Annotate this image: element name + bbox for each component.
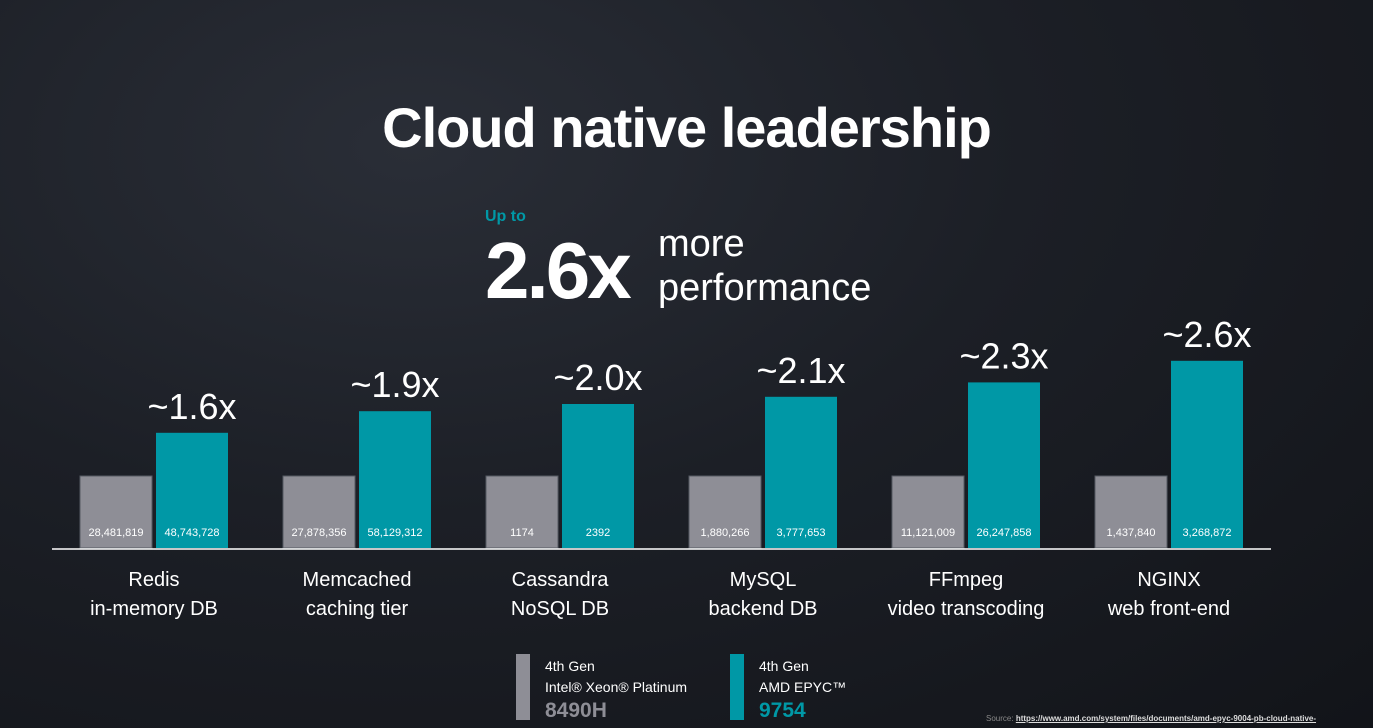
bar-value-label: 27,878,356: [291, 527, 346, 539]
bar: [359, 411, 431, 548]
ratio-label: ~2.6x: [1162, 314, 1251, 355]
bar-value-label: 48,743,728: [164, 527, 219, 539]
bar-value-label: 58,129,312: [367, 527, 422, 539]
legend-line2: AMD EPYC™: [759, 679, 847, 695]
category-label: Memcached caching tier: [247, 566, 467, 624]
bar-value-label: 26,247,858: [976, 527, 1031, 539]
up-to-label: Up to: [485, 208, 526, 225]
slide-title: Cloud native leadership: [382, 96, 992, 159]
source-label: Source:: [986, 714, 1014, 723]
ratio-label: ~1.6x: [147, 386, 236, 427]
bar-value-label: 3,268,872: [1183, 527, 1232, 539]
category-label-line: FFmpeg: [928, 569, 1004, 591]
bar: [1094, 475, 1168, 549]
headline-text: more performance: [658, 222, 871, 310]
category-label-line: Memcached: [302, 569, 412, 591]
category-label: MySQL backend DB: [653, 566, 873, 624]
category-label-line: backend DB: [708, 598, 818, 620]
bar-value-label: 3,777,653: [777, 527, 826, 539]
category-label-line: Redis: [128, 569, 180, 591]
bar: [79, 475, 153, 549]
bar: [485, 475, 559, 549]
category-label-line: web front-end: [1107, 598, 1231, 620]
category-label: NGINX web front-end: [1059, 566, 1279, 624]
legend-swatch: [730, 654, 744, 720]
category-label-line: caching tier: [305, 598, 409, 620]
bar-value-label: 1174: [510, 527, 534, 539]
ratio-label: ~1.9x: [350, 364, 439, 405]
category-label-line: Cassandra: [511, 569, 609, 591]
bar-value-label: 2392: [586, 527, 610, 539]
category-label: Redis in-memory DB: [44, 566, 264, 624]
legend-text: 4th Gen AMD EPYC™: [759, 656, 846, 698]
bar-value-label: 1,880,266: [701, 527, 750, 539]
bar: [765, 396, 837, 548]
bar-value-label: 28,481,819: [88, 527, 143, 539]
bar: [562, 404, 634, 548]
legend-line1: 4th Gen: [545, 658, 595, 674]
category-label-line: NGINX: [1137, 569, 1201, 591]
bar: [156, 432, 228, 548]
headline-value: 2.6x: [485, 226, 632, 315]
headline-text-2: performance: [658, 267, 872, 309]
category-label: Cassandra NoSQL DB: [450, 566, 670, 624]
source-link[interactable]: https://www.amd.com/system/files/documen…: [1015, 714, 1317, 723]
ratio-label: ~2.0x: [553, 357, 642, 398]
category-label-line: NoSQL DB: [510, 598, 610, 620]
category-label-line: in-memory DB: [90, 598, 218, 620]
bar: [688, 475, 762, 549]
bar: [968, 382, 1040, 548]
category-label: FFmpeg video transcoding: [856, 566, 1076, 624]
bar-value-label: 11,121,009: [901, 527, 955, 539]
bar: [891, 475, 965, 549]
category-label-line: video transcoding: [887, 598, 1045, 620]
bar-value-label: 1,437,840: [1107, 527, 1156, 539]
legend-text: 4th Gen Intel® Xeon® Platinum: [545, 656, 687, 698]
legend-line2: Intel® Xeon® Platinum: [545, 679, 688, 695]
legend-swatch: [516, 654, 530, 720]
legend-line1: 4th Gen: [759, 658, 809, 674]
legend-model: 8490H: [545, 699, 607, 722]
headline-text-1: more: [658, 223, 745, 265]
bar: [1171, 360, 1243, 548]
ratio-label: ~2.3x: [959, 335, 1048, 376]
bar: [282, 475, 356, 549]
ratio-label: ~2.1x: [756, 350, 845, 391]
category-label-line: MySQL: [729, 569, 797, 591]
source-note: Source: https://www.amd.com/system/files…: [986, 714, 1316, 723]
legend-model: 9754: [759, 699, 806, 722]
